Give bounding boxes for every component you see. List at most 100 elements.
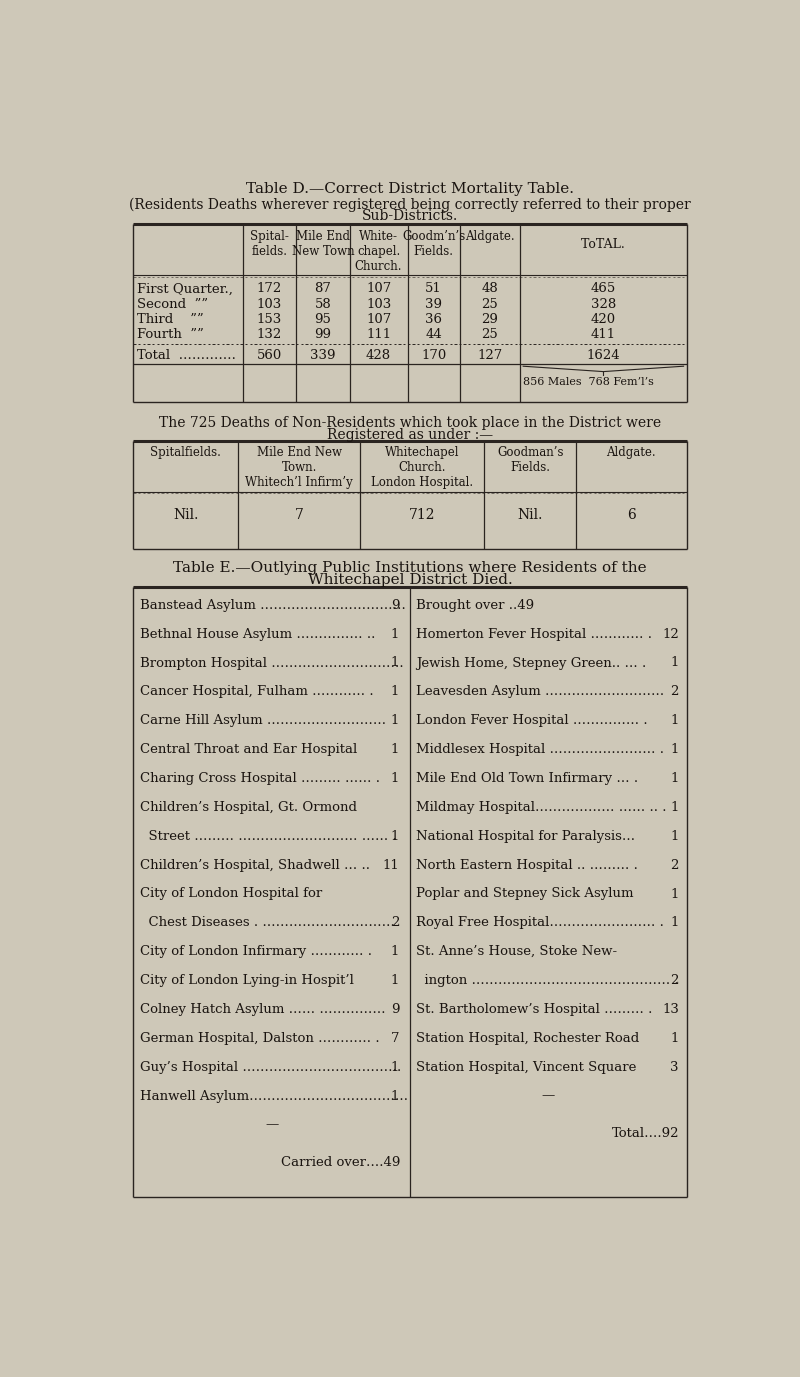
Text: 1624: 1624 (586, 350, 620, 362)
Text: 1: 1 (390, 830, 399, 843)
Text: Registered as under :—: Registered as under :— (327, 428, 493, 442)
Text: 111: 111 (366, 329, 391, 341)
Text: 9: 9 (390, 1002, 399, 1016)
Text: 29: 29 (482, 313, 498, 326)
Text: Fourth  ””: Fourth ”” (138, 329, 204, 341)
Text: 2: 2 (670, 974, 679, 987)
Text: 1: 1 (670, 715, 679, 727)
Text: 103: 103 (366, 297, 391, 311)
Text: London Fever Hospital …………… .: London Fever Hospital …………… . (416, 715, 648, 727)
Text: 1: 1 (390, 772, 399, 785)
Text: 7: 7 (390, 1031, 399, 1045)
Text: 107: 107 (366, 313, 391, 326)
Text: Central Throat and Ear Hospital: Central Throat and Ear Hospital (139, 744, 357, 756)
Text: Whitechapel
Church.
London Hospital.: Whitechapel Church. London Hospital. (371, 446, 474, 489)
Text: 36: 36 (425, 313, 442, 326)
Text: (Residents Deaths wherever registered being correctly referred to their proper: (Residents Deaths wherever registered be… (129, 197, 691, 212)
Text: Goodman’s
Fields.: Goodman’s Fields. (497, 446, 563, 474)
Text: 1: 1 (390, 1060, 399, 1074)
Text: Total  ………….: Total …………. (138, 350, 236, 362)
Text: 465: 465 (590, 282, 616, 295)
Text: Poplar and Stepney Sick Asylum: Poplar and Stepney Sick Asylum (416, 888, 634, 901)
Text: City of London Hospital for: City of London Hospital for (139, 888, 322, 901)
Text: Nil.: Nil. (518, 508, 543, 522)
Text: 1: 1 (670, 1031, 679, 1045)
Text: Mile End
New Town: Mile End New Town (291, 230, 354, 257)
Text: 132: 132 (257, 329, 282, 341)
Text: 2: 2 (670, 859, 679, 872)
Text: 339: 339 (310, 350, 335, 362)
Text: Brought over ..49: Brought over ..49 (416, 599, 534, 611)
Text: 87: 87 (314, 282, 331, 295)
Text: Whitechapel District Died.: Whitechapel District Died. (308, 573, 512, 587)
Text: 153: 153 (257, 313, 282, 326)
Text: 1: 1 (390, 744, 399, 756)
Text: First Quarter.,: First Quarter., (138, 282, 233, 295)
Text: 2: 2 (390, 916, 399, 929)
Text: 25: 25 (482, 329, 498, 341)
Text: 856 Males  768 Fem’l’s: 856 Males 768 Fem’l’s (523, 377, 654, 387)
Text: Hanwell Asylum………………………………: Hanwell Asylum……………………………… (139, 1089, 408, 1103)
Text: North Eastern Hospital .. ……… .: North Eastern Hospital .. ……… . (416, 859, 638, 872)
Text: Leavesden Asylum ………………………: Leavesden Asylum ……………………… (416, 686, 665, 698)
Text: 44: 44 (426, 329, 442, 341)
Text: St. Anne’s House, Stoke New-: St. Anne’s House, Stoke New- (416, 945, 618, 958)
Text: 712: 712 (409, 508, 436, 522)
Text: 1: 1 (390, 628, 399, 640)
Text: TᴏTAL.: TᴏTAL. (581, 238, 626, 251)
Text: Royal Free Hospital…………………… .: Royal Free Hospital…………………… . (416, 916, 664, 929)
Text: Mile End Old Town Infirmary … .: Mile End Old Town Infirmary … . (416, 772, 638, 785)
Text: 328: 328 (590, 297, 616, 311)
Text: 1: 1 (670, 916, 679, 929)
Text: Second  ””: Second ”” (138, 297, 208, 311)
Text: 1: 1 (390, 1089, 399, 1103)
Text: Carne Hill Asylum ………………………: Carne Hill Asylum ……………………… (139, 715, 386, 727)
Text: Mildmay Hospital……………… …… .. .: Mildmay Hospital……………… …… .. . (416, 801, 666, 814)
Text: Aldgate.: Aldgate. (606, 446, 656, 459)
Text: Total….92: Total….92 (611, 1128, 679, 1140)
Text: 1: 1 (670, 744, 679, 756)
Text: Spital-
fields.: Spital- fields. (250, 230, 289, 257)
Text: St. Bartholomew’s Hospital ……… .: St. Bartholomew’s Hospital ……… . (416, 1002, 653, 1016)
Text: —: — (265, 1118, 278, 1132)
Text: Station Hospital, Vincent Square: Station Hospital, Vincent Square (416, 1060, 637, 1074)
Text: 1: 1 (390, 974, 399, 987)
Text: National Hospital for Paralysis…: National Hospital for Paralysis… (416, 830, 635, 843)
Text: 1: 1 (670, 801, 679, 814)
Text: Table E.—Outlying Public Institutions where Residents of the: Table E.—Outlying Public Institutions wh… (173, 560, 647, 576)
Text: Table D.—Correct District Mortality Table.: Table D.—Correct District Mortality Tabl… (246, 182, 574, 196)
Text: 2: 2 (670, 686, 679, 698)
Text: Spitalfields.: Spitalfields. (150, 446, 221, 459)
Text: 103: 103 (257, 297, 282, 311)
Text: Carried over….49: Carried over….49 (282, 1157, 401, 1169)
Text: City of London Lying-in Hospit’l: City of London Lying-in Hospit’l (139, 974, 354, 987)
Text: German Hospital, Dalston ………… .: German Hospital, Dalston ………… . (139, 1031, 379, 1045)
Text: —: — (542, 1089, 555, 1103)
Text: Cancer Hospital, Fulham ………… .: Cancer Hospital, Fulham ………… . (139, 686, 373, 698)
Text: 7: 7 (294, 508, 304, 522)
Text: 1: 1 (670, 772, 679, 785)
Text: 1: 1 (390, 715, 399, 727)
Text: Mile End New
Town.
Whitech’l Infirm’y: Mile End New Town. Whitech’l Infirm’y (246, 446, 353, 489)
Text: City of London Infirmary ………… .: City of London Infirmary ………… . (139, 945, 371, 958)
Text: 3: 3 (670, 1060, 679, 1074)
Text: Jewish Home, Stepney Green.. … .: Jewish Home, Stepney Green.. … . (416, 657, 646, 669)
Text: 127: 127 (477, 350, 502, 362)
Text: 420: 420 (590, 313, 616, 326)
Text: Brompton Hospital …………………………: Brompton Hospital ………………………… (139, 657, 403, 669)
Text: 170: 170 (421, 350, 446, 362)
Text: 1: 1 (670, 888, 679, 901)
Text: Banstead Asylum ……………………………: Banstead Asylum …………………………… (139, 599, 406, 611)
Text: 48: 48 (482, 282, 498, 295)
Text: Street ……… ……………………… …… .: Street ……… ……………………… …… . (139, 830, 396, 843)
Text: 1: 1 (670, 830, 679, 843)
Text: 6: 6 (627, 508, 636, 522)
Text: 560: 560 (257, 350, 282, 362)
Text: Children’s Hospital, Gt. Ormond: Children’s Hospital, Gt. Ormond (139, 801, 357, 814)
Text: Guy’s Hospital ………………………………: Guy’s Hospital ……………………………… (139, 1060, 401, 1074)
Text: Homerton Fever Hospital ………… .: Homerton Fever Hospital ………… . (416, 628, 652, 640)
Text: Station Hospital, Rochester Road: Station Hospital, Rochester Road (416, 1031, 639, 1045)
Text: Children’s Hospital, Shadwell … ..: Children’s Hospital, Shadwell … .. (139, 859, 370, 872)
Text: 12: 12 (662, 628, 679, 640)
Text: 25: 25 (482, 297, 498, 311)
